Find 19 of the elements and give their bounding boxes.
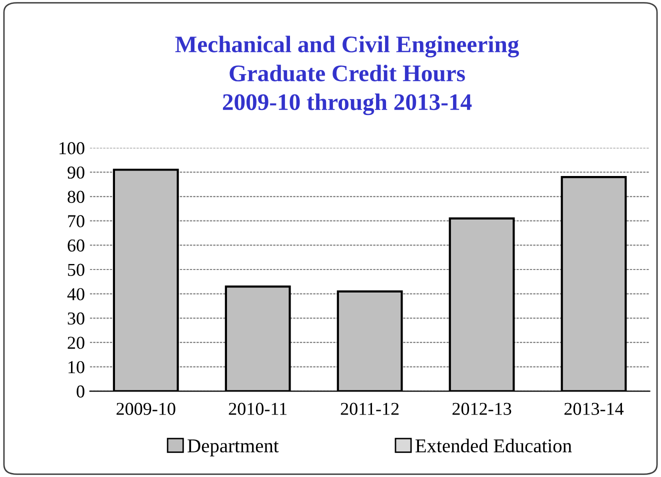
x-tick-label: 2009-10	[116, 402, 176, 415]
y-tick-label: 20	[68, 336, 84, 349]
x-tick-label: 2010-11	[228, 402, 287, 415]
y-tick-label: 100	[60, 142, 84, 154]
x-tick-label: 2012-13	[452, 402, 512, 415]
legend-label: Extended Education	[415, 438, 572, 452]
y-tick-label: 70	[68, 215, 84, 228]
y-tick-label: 0	[76, 385, 84, 398]
x-tick-label: 2013-14	[564, 402, 624, 415]
x-tick-label: 2011-12	[340, 402, 399, 415]
y-tick-label: 90	[68, 166, 84, 179]
chart-title: Mechanical and Civil Engineering Graduate Credit Hours 2009-10 through 2013-14	[175, 36, 519, 116]
y-tick-label: 50	[68, 264, 84, 276]
y-tick-label: 30	[68, 312, 84, 325]
y-tick-label: 60	[68, 239, 84, 252]
y-tick-label: 80	[68, 190, 84, 203]
y-tick-label: 10	[68, 361, 84, 374]
y-tick-label: 40	[67, 288, 84, 300]
legend-label: Department	[188, 439, 279, 456]
